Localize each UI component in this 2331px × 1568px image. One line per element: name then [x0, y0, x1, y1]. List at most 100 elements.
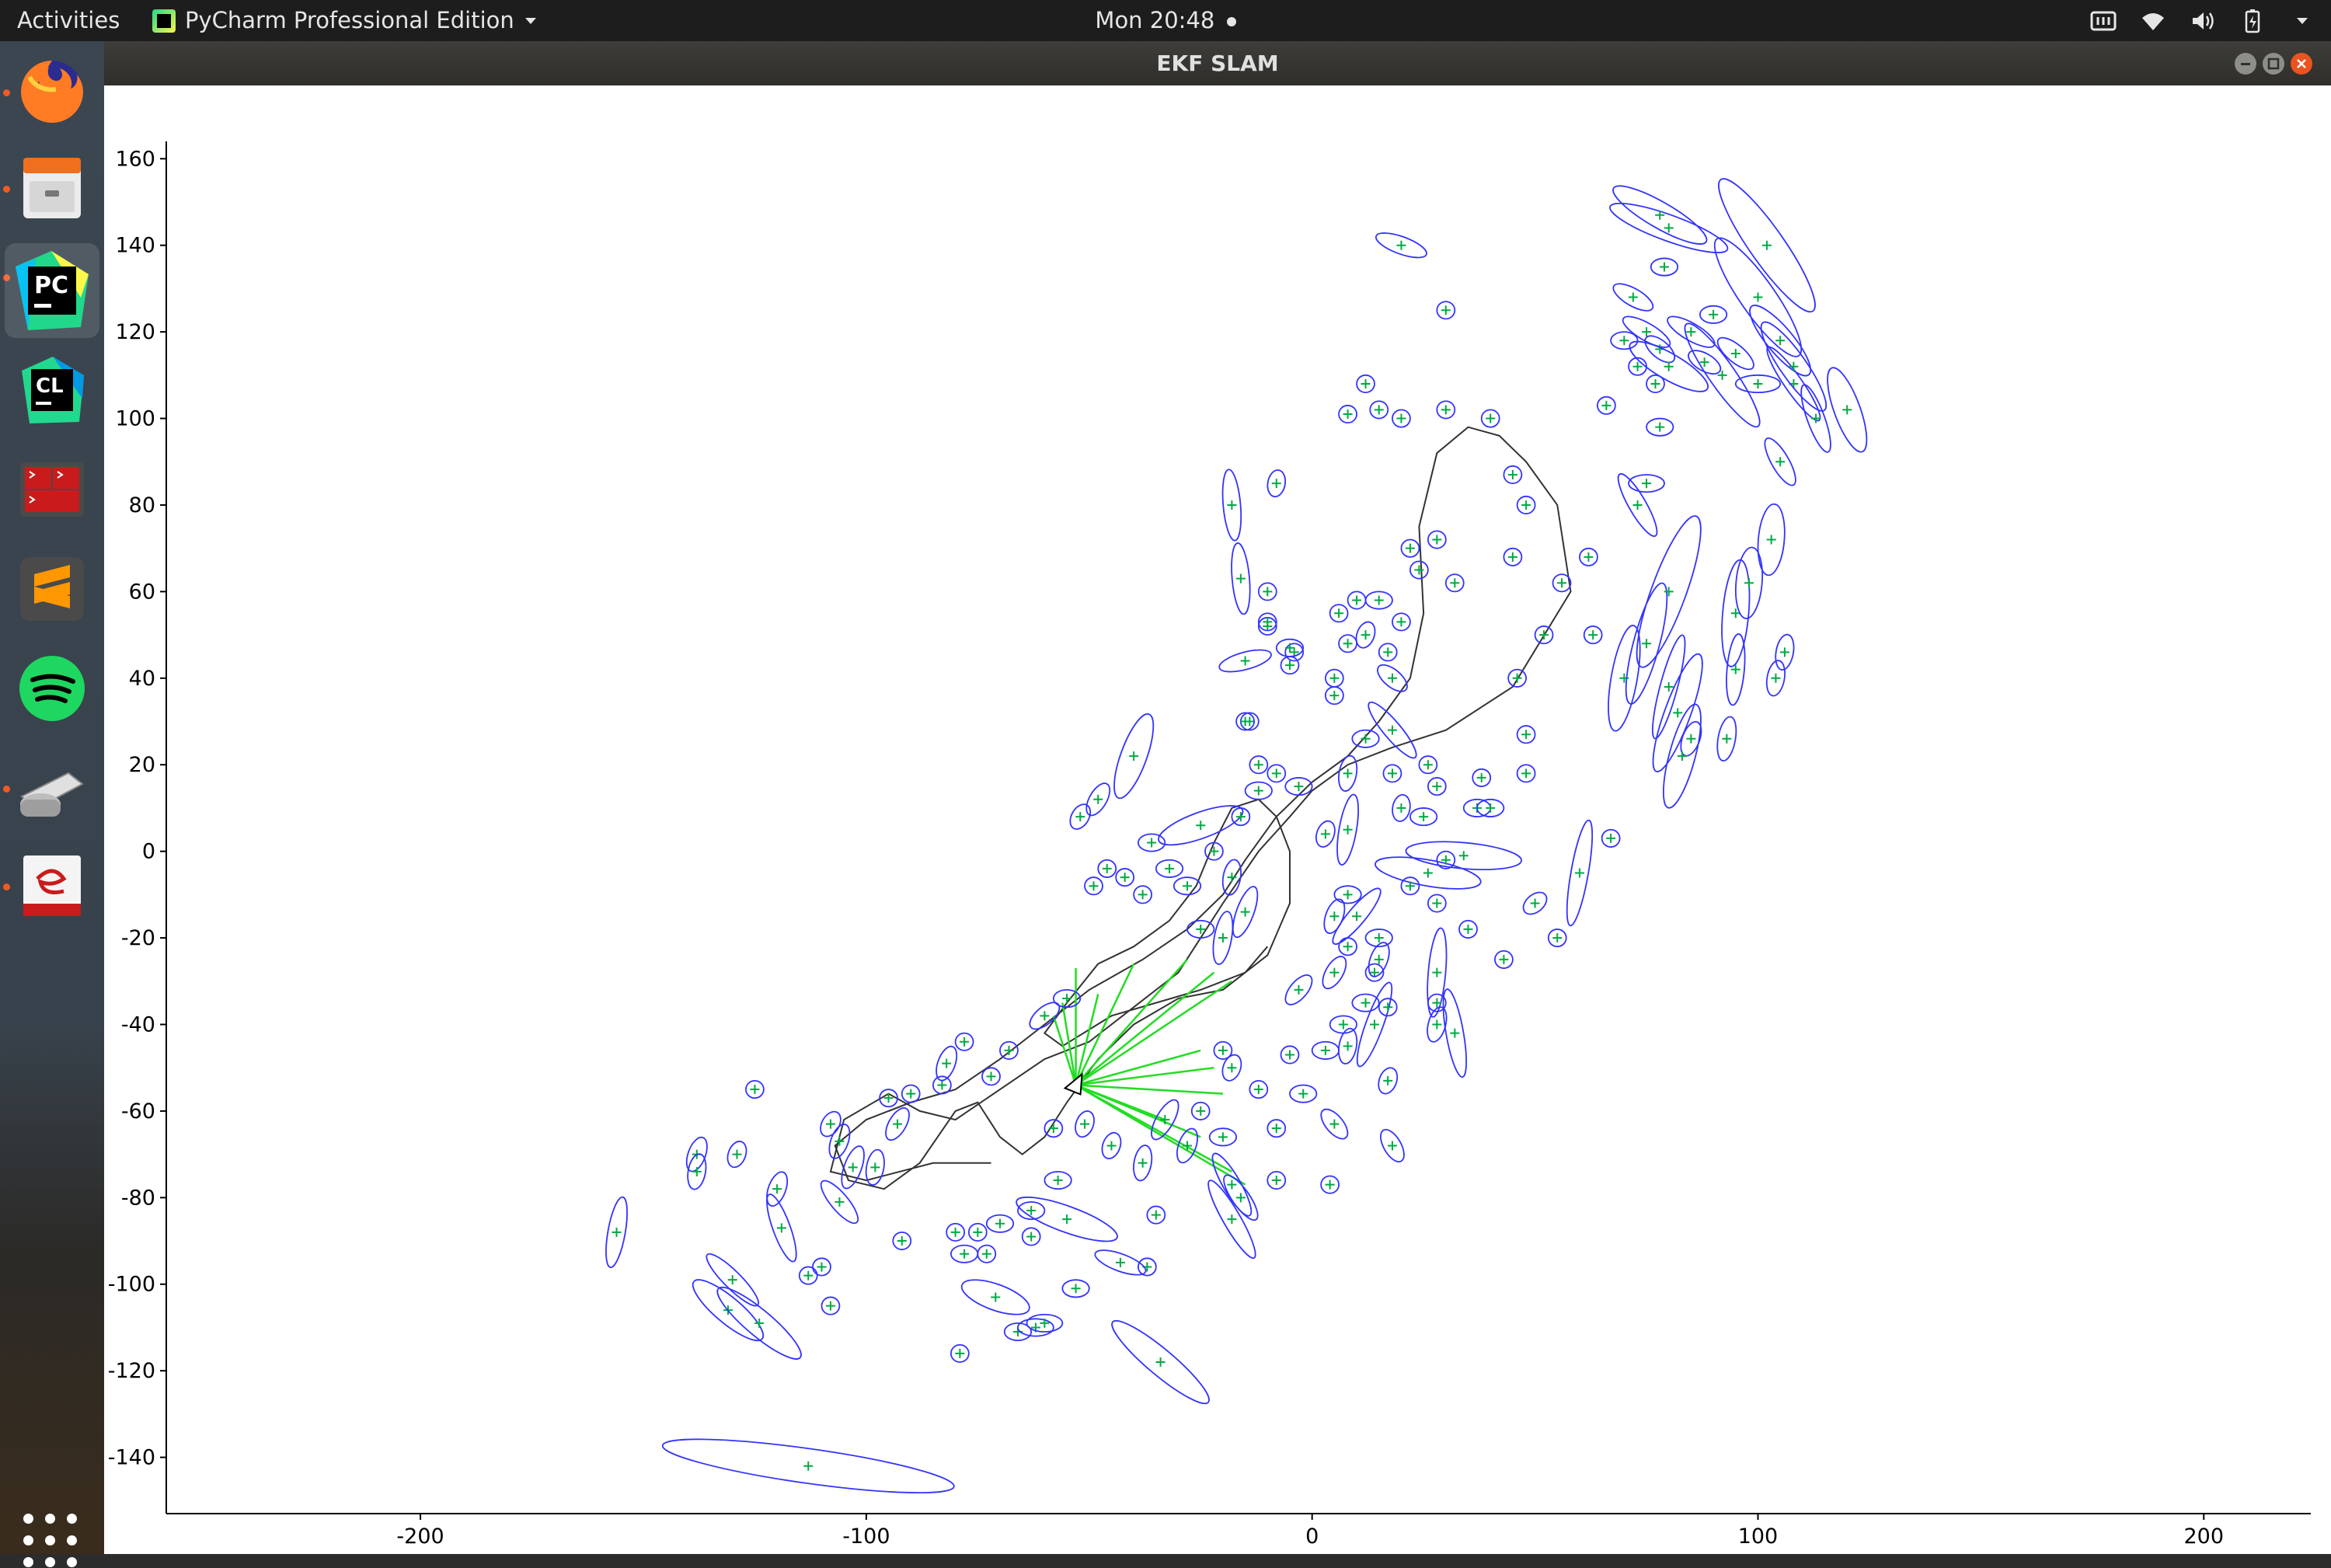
pycharm-icon[interactable]: PC — [5, 243, 99, 338]
covariance-ellipse — [1320, 1175, 1340, 1194]
landmark-marker — [1370, 1019, 1380, 1030]
landmark-marker — [1628, 292, 1638, 302]
landmark-marker — [1352, 911, 1362, 922]
covariance-ellipse — [1716, 336, 1754, 371]
covariance-ellipse — [1503, 547, 1523, 566]
landmark-marker — [1102, 863, 1112, 873]
covariance-ellipse — [1289, 1084, 1318, 1103]
landmark-marker — [1325, 1179, 1335, 1190]
covariance-ellipse — [1111, 1319, 1210, 1405]
covariance-ellipse — [745, 1080, 765, 1099]
covariance-ellipse — [812, 1257, 831, 1277]
app-menu-button[interactable]: PyCharm Professional Edition — [152, 0, 538, 41]
landmark-marker — [1329, 691, 1340, 701]
covariance-ellipse — [1612, 185, 1708, 245]
chevron-down-icon — [524, 17, 536, 24]
covariance-ellipse — [1472, 768, 1492, 787]
landmark-marker — [1664, 223, 1674, 233]
svg-text:CL: CL — [36, 375, 64, 398]
landmark-marker — [960, 1037, 970, 1047]
covariance-ellipse — [1409, 807, 1438, 827]
terminal-icon[interactable] — [14, 451, 90, 528]
covariance-ellipse — [1280, 1045, 1300, 1064]
landmark-marker — [1432, 967, 1442, 977]
system-menu-chevron-icon[interactable] — [2289, 8, 2315, 34]
covariance-ellipse — [605, 1196, 629, 1269]
landmark-marker — [1632, 500, 1643, 510]
show-applications-icon[interactable] — [23, 1514, 78, 1568]
covariance-ellipse — [1827, 367, 1868, 453]
covariance-ellipse — [1713, 237, 1803, 357]
landmark-marker — [1235, 1193, 1246, 1203]
landmark-marker — [950, 1227, 960, 1237]
landmark-marker — [1271, 479, 1281, 489]
covariance-ellipse — [1351, 993, 1380, 1012]
landmark-marker — [1263, 587, 1273, 597]
app-menu-label: PyCharm Professional Edition — [185, 7, 514, 33]
observation-ray — [1075, 1084, 1201, 1138]
landmark-marker — [1811, 413, 1821, 423]
covariance-ellipse — [1766, 346, 1821, 422]
landmark-marker — [1138, 890, 1148, 900]
landmark-marker — [825, 1301, 835, 1311]
activities-button[interactable]: Activities — [17, 7, 120, 33]
landmark-marker — [1432, 535, 1442, 545]
maximize-button[interactable] — [2263, 53, 2284, 75]
landmark-marker — [1343, 409, 1353, 419]
covariance-ellipse — [1636, 515, 1702, 668]
landmark-marker — [1343, 890, 1353, 900]
landmark-marker — [1227, 1063, 1237, 1073]
covariance-ellipse — [1052, 989, 1082, 1009]
landmark-marker — [750, 1085, 760, 1095]
landmark-marker — [1744, 578, 1754, 588]
x-tick-label: 100 — [1738, 1524, 1779, 1549]
volume-icon[interactable] — [2190, 8, 2216, 34]
landmark-marker — [1227, 500, 1237, 510]
pdf-reader-icon[interactable] — [14, 848, 90, 924]
landmark-marker — [825, 1119, 835, 1129]
landmark-marker — [1432, 782, 1442, 792]
covariance-ellipse — [1684, 322, 1761, 428]
clock-label[interactable]: Mon 20:48 — [1095, 7, 1215, 33]
running-indicator — [3, 89, 10, 96]
landmark-marker — [1071, 1284, 1081, 1294]
covariance-ellipse — [841, 1145, 865, 1190]
clock: Mon 20:48 — [0, 0, 2331, 41]
firefox-icon[interactable] — [14, 54, 90, 130]
landmark-marker — [1120, 873, 1130, 883]
window-titlebar[interactable]: EKF SLAM — [104, 41, 2331, 85]
close-button[interactable] — [2291, 53, 2312, 75]
landmark-marker — [727, 1275, 737, 1285]
battery-charging-icon[interactable] — [2239, 8, 2266, 34]
landmark-marker — [1432, 1019, 1442, 1030]
wifi-icon[interactable] — [2140, 8, 2166, 34]
covariance-ellipse — [1364, 591, 1393, 610]
spotify-icon[interactable] — [14, 650, 90, 727]
landmark-marker — [1227, 873, 1237, 883]
covariance-ellipse — [1650, 257, 1679, 277]
scanner-icon[interactable] — [14, 750, 90, 826]
covariance-ellipse — [1617, 472, 1658, 538]
landmark-marker — [611, 1227, 622, 1237]
covariance-ellipse — [766, 1193, 797, 1263]
landmark-marker — [1664, 587, 1674, 597]
plot-area[interactable]: 160 140 120 100 80 60 40 20 0 -20 -40 -60 -80 -100 -12… — [104, 85, 2331, 1554]
landmark-marker — [1673, 708, 1683, 718]
covariance-ellipse — [1392, 612, 1411, 632]
clion-icon[interactable]: CL — [14, 352, 90, 428]
landmark-marker — [1183, 1141, 1193, 1151]
covariance-ellipse — [1338, 754, 1358, 792]
system-tray — [2090, 0, 2315, 41]
covariance-ellipse — [1646, 374, 1665, 394]
minimize-button[interactable] — [2235, 53, 2256, 75]
landmark-marker — [1253, 760, 1263, 770]
file-cabinet-icon[interactable] — [14, 150, 90, 226]
sublime-icon[interactable] — [14, 551, 90, 627]
landmark-marker — [1396, 803, 1406, 813]
landmark-marker — [803, 1270, 814, 1281]
landmark-marker — [692, 1166, 702, 1176]
pycharm-small-icon — [152, 9, 176, 33]
keyboard-indicator-icon[interactable] — [2090, 8, 2117, 34]
covariance-ellipse — [1221, 1054, 1242, 1082]
covariance-ellipse — [1382, 764, 1402, 783]
